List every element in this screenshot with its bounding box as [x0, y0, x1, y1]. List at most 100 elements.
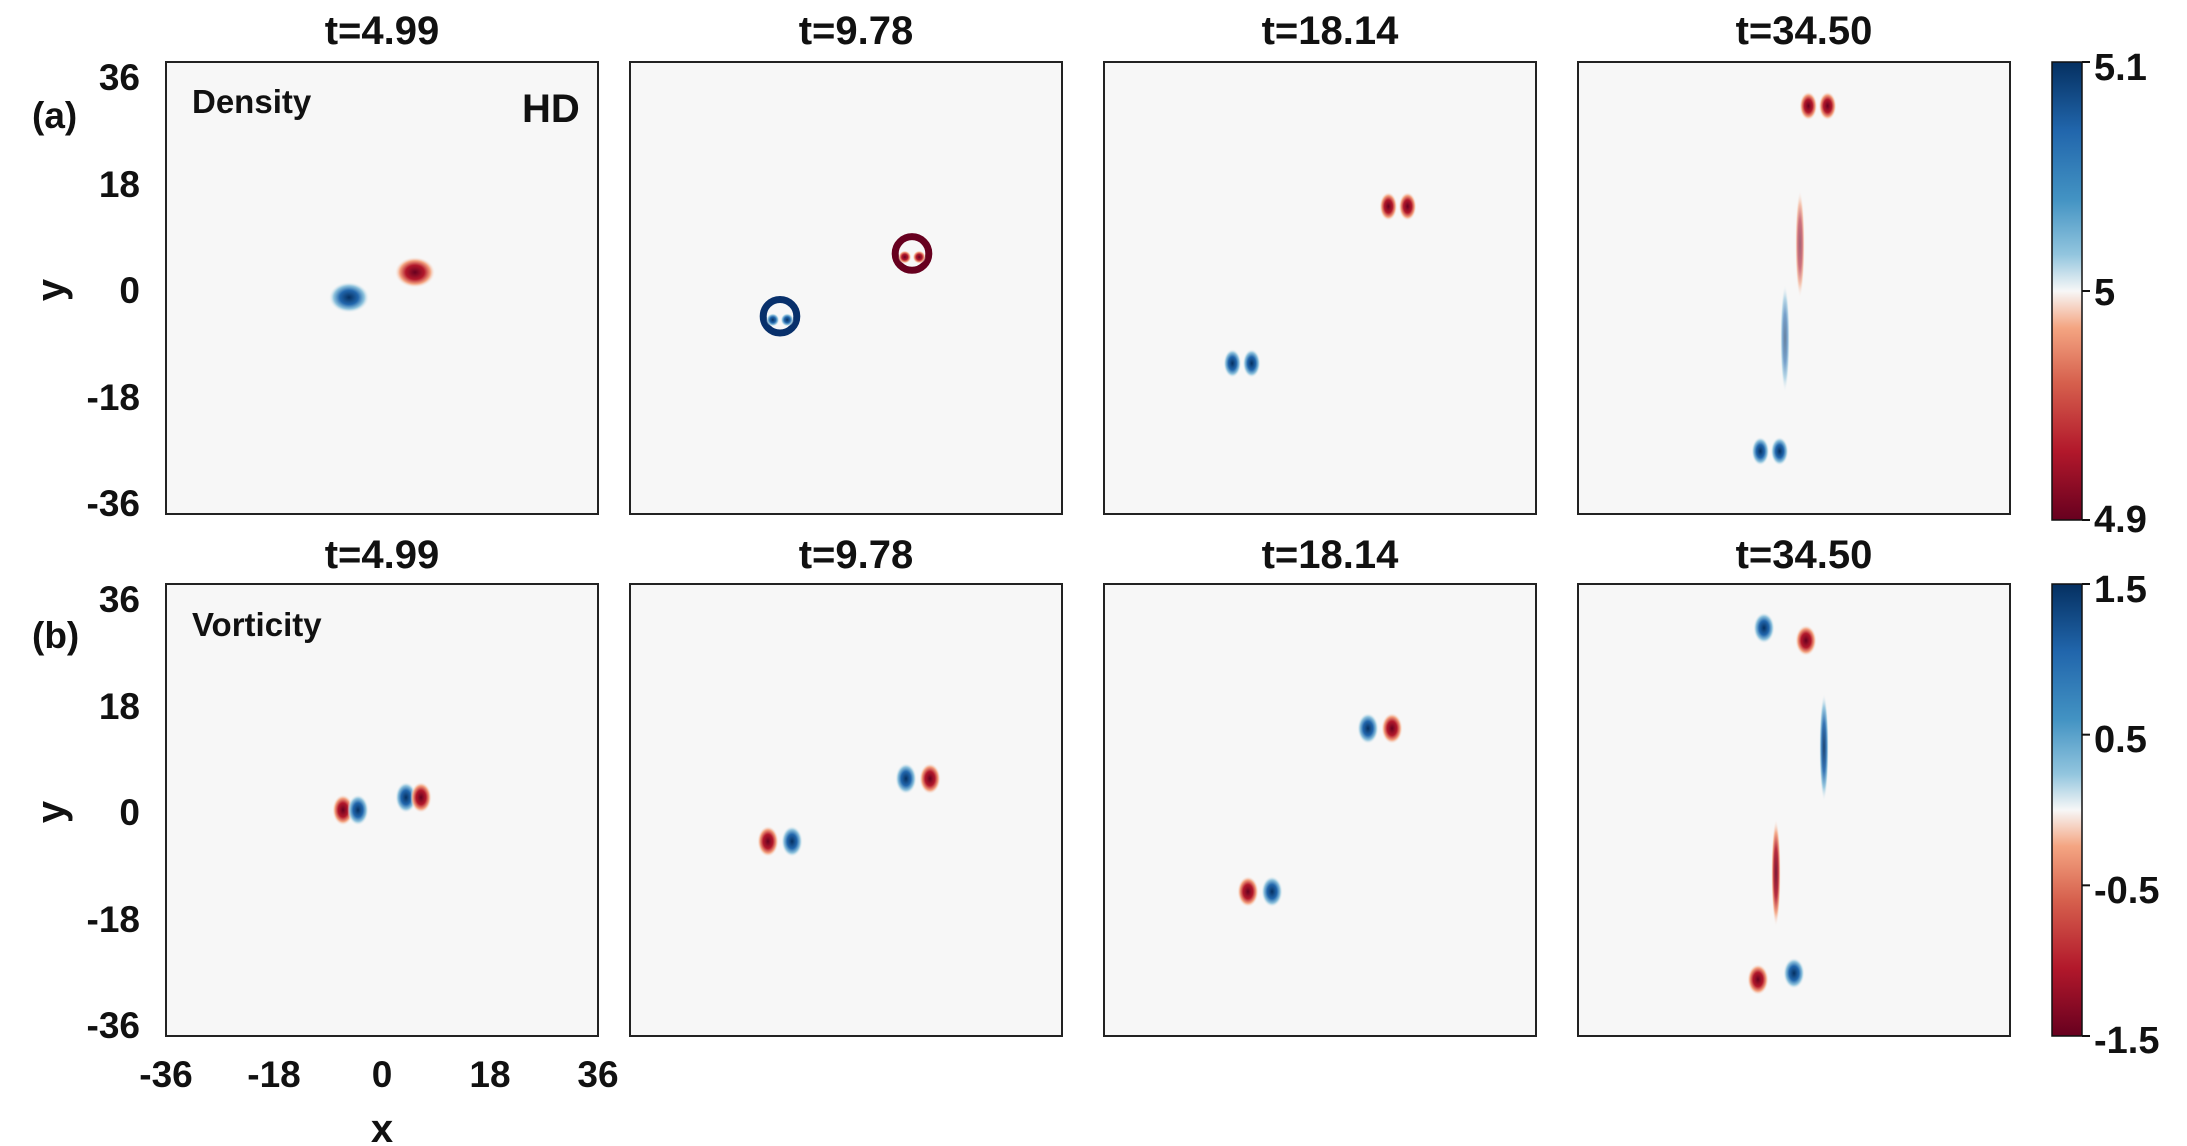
panel-background: [630, 62, 1062, 514]
structure-b-4-3: [1753, 612, 1775, 644]
panel-frame: [165, 583, 599, 1037]
xtick-m18: -18: [247, 1054, 300, 1095]
structure-b-1-1: [332, 794, 354, 826]
hd-label: HD: [522, 87, 580, 131]
panel-label-b: (b): [32, 615, 79, 656]
xtick-36: 36: [577, 1054, 618, 1095]
title-a-3: t=18.14: [1262, 9, 1400, 53]
panel-frame: [1577, 61, 2011, 515]
structure-b-3-2: [1261, 876, 1283, 908]
vorticity-label: Vorticity: [192, 606, 322, 643]
structure-a-3-2-left: [1379, 191, 1398, 221]
structure-b-1-4: [410, 781, 432, 814]
structure-a-4-2-right: [1818, 91, 1837, 121]
structure-b-1-2: [347, 794, 369, 826]
ytick-a-m36: -36: [87, 483, 140, 524]
structure-b-2-3: [895, 763, 917, 795]
structure-a-2-1-core-left: [766, 313, 780, 327]
structure-a-1-1: [328, 281, 370, 314]
title-b-2: t=9.78: [799, 533, 914, 577]
structure-a-4-3: [1780, 284, 1790, 393]
structure-a-2-1: [759, 295, 801, 337]
structure-a-3-2: [1379, 191, 1417, 221]
xlabel: x: [371, 1107, 393, 1146]
panel-a-1: [165, 61, 599, 515]
cbtick-b-0p5: 0.5: [2094, 719, 2147, 761]
structure-a-3-1-left: [1223, 348, 1242, 378]
panel-b-2: [629, 583, 1063, 1037]
cbtick-b-m1p5: -1.5: [2094, 1020, 2159, 1062]
ylabel-a: y: [29, 278, 73, 301]
panel-a-3: [1103, 61, 1537, 515]
ytick-b-m18: -18: [87, 899, 140, 940]
panel-b-4: [1577, 583, 2011, 1037]
structure-a-3-1-right: [1242, 348, 1261, 378]
ytick-a-0: 0: [119, 270, 140, 311]
title-a-1: t=4.99: [325, 9, 440, 53]
xtick-0: 0: [372, 1054, 393, 1095]
structure-b-4-4: [1795, 624, 1817, 657]
cbtick-a-min: 4.9: [2094, 499, 2147, 541]
structure-a-2-1-core-right: [780, 313, 794, 327]
ytick-b-m36: -36: [87, 1005, 140, 1046]
structure-a-4-1: [1751, 436, 1789, 466]
structure-a-2-2-core-right: [912, 250, 926, 264]
structure-b-2-4: [919, 763, 941, 795]
structure-b-2-1: [757, 825, 779, 857]
density-label: Density: [192, 83, 312, 120]
colorbar-vorticity: [2051, 583, 2083, 1037]
cbtick-a-mid: 5: [2094, 272, 2115, 314]
ytick-a-m18: -18: [87, 377, 140, 418]
structure-b-4-6: [1819, 693, 1829, 802]
structure-a-2-2-core-left: [898, 250, 912, 264]
structure-b-3-3: [1357, 712, 1379, 744]
panel-frame: [629, 583, 1063, 1037]
title-b-1: t=4.99: [325, 533, 440, 577]
structure-a-2-2: [891, 233, 933, 274]
structure-b-2-2: [781, 825, 803, 857]
panel-frame: [1103, 61, 1537, 515]
panel-label-a: (a): [32, 95, 77, 136]
structure-a-3-2-right: [1398, 191, 1417, 221]
ytick-a-36: 36: [99, 57, 140, 98]
panel-b-1: [165, 583, 599, 1037]
panel-background: [166, 62, 598, 514]
ytick-b-36: 36: [99, 579, 140, 620]
structure-b-3-1: [1237, 876, 1259, 908]
panel-frame: [165, 61, 599, 515]
title-a-4: t=34.50: [1736, 9, 1873, 53]
title-a-2: t=9.78: [799, 9, 914, 53]
structure-a-4-1-left: [1751, 436, 1770, 466]
title-b-4: t=34.50: [1736, 533, 1873, 577]
panel-a-2: [629, 61, 1063, 515]
ytick-b-0: 0: [119, 792, 140, 833]
title-b-3: t=18.14: [1262, 533, 1400, 577]
panel-a-4: [1577, 61, 2011, 515]
structure-a-2-1-rim: [759, 295, 801, 337]
structure-a-3-1: [1223, 348, 1261, 378]
ytick-b-18: 18: [99, 686, 140, 727]
structure-a-4-4: [1795, 190, 1805, 299]
panel-frame: [629, 61, 1063, 515]
structure-b-3-4: [1381, 712, 1403, 744]
colorbar-density: [2051, 61, 2083, 521]
ylabel-b: y: [29, 800, 73, 823]
structure-b-1-3: [395, 781, 417, 814]
panel-frame: [1103, 583, 1537, 1037]
panel-background: [630, 584, 1062, 1036]
structure-a-1-2: [394, 256, 436, 288]
cbtick-b-m0p5: -0.5: [2094, 870, 2159, 912]
structure-a-4-1-right: [1770, 436, 1789, 466]
cbtick-b-1p5: 1.5: [2094, 569, 2147, 611]
structure-b-4-2: [1783, 957, 1805, 989]
structure-b-4-5: [1771, 818, 1781, 927]
structure-b-4-1: [1747, 963, 1769, 996]
xtick-m36: -36: [139, 1054, 192, 1095]
panel-background: [1578, 62, 2010, 514]
structure-a-4-2: [1799, 91, 1837, 121]
structure-a-4-2-left: [1799, 91, 1818, 121]
panel-background: [1104, 62, 1536, 514]
panel-background: [166, 584, 598, 1036]
panel-frame: [1577, 583, 2011, 1037]
